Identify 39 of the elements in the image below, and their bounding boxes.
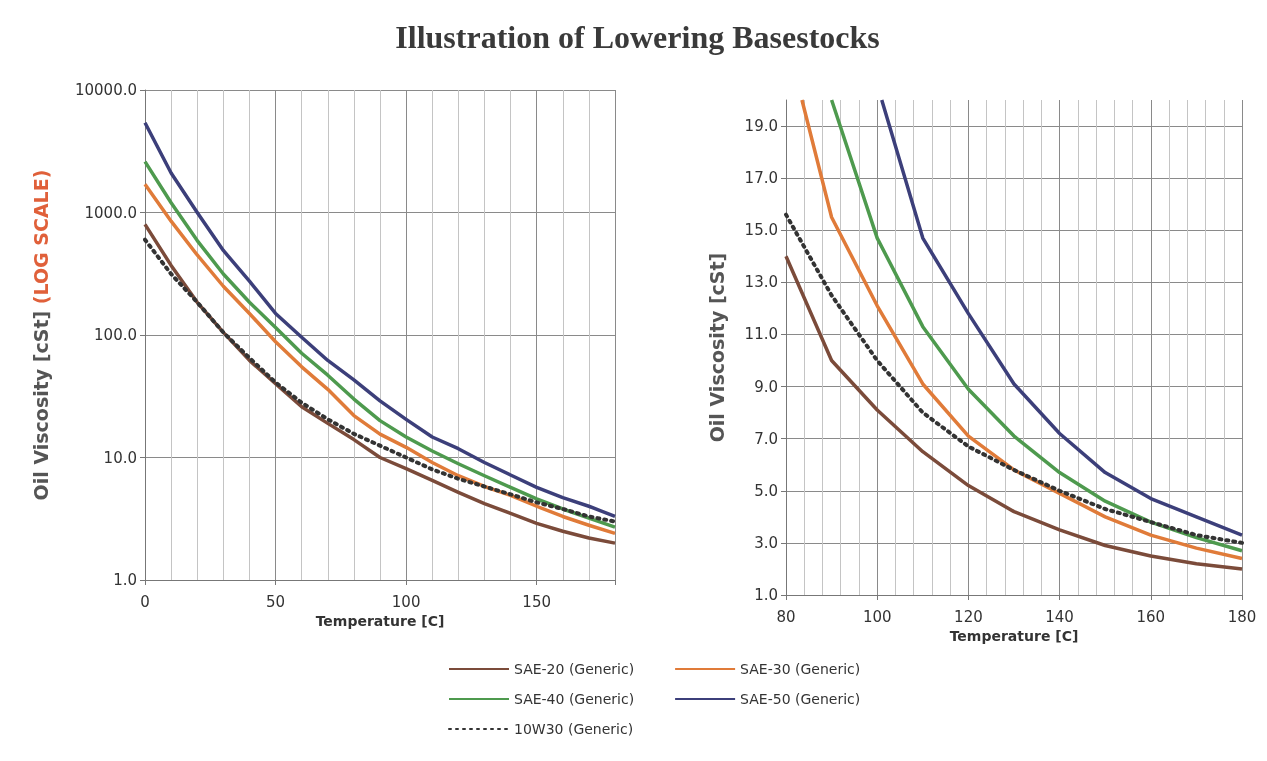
- y-tick-label: 19.0: [744, 117, 778, 136]
- chart-title: Illustration of Lowering Basestocks: [395, 19, 880, 55]
- y-tick-label: 9.0: [754, 377, 778, 396]
- y-tick-label: 7.0: [754, 429, 778, 448]
- y-tick-label: 1.0: [754, 586, 778, 604]
- y-tick-label: 11.0: [744, 325, 778, 344]
- x-tick-label: 150: [522, 592, 551, 611]
- y-axis-title: Oil Viscosity [cSt]: [29, 304, 52, 501]
- y-axis-title: Oil Viscosity [cSt]: [705, 252, 728, 443]
- y-tick-label: 100.0: [94, 326, 137, 344]
- y-tick-label: 13.0: [744, 273, 778, 292]
- legend-label: SAE-50 (Generic): [740, 691, 861, 707]
- x-axis-title: Temperature [C]: [949, 628, 1079, 644]
- y-tick-label: 1000.0: [84, 203, 137, 222]
- x-tick-label: 140: [1045, 607, 1074, 626]
- y-tick-label: 3.0: [754, 533, 778, 552]
- y-tick-label: 15.0: [744, 221, 778, 240]
- legend-label: 10W30 (Generic): [514, 721, 634, 737]
- legend-label: SAE-20 (Generic): [514, 661, 635, 677]
- line-series: [784, 254, 1244, 571]
- line-series: [880, 98, 1244, 537]
- x-tick-label: 100: [391, 592, 421, 611]
- y-tick-label: 10.0: [103, 448, 137, 467]
- y-tick-label: 1.0: [113, 571, 137, 589]
- x-tick-label: 80: [776, 607, 796, 626]
- x-tick-label: 160: [1136, 607, 1166, 626]
- y-tick-label: 10000.0: [74, 81, 137, 99]
- legend-label: SAE-30 (Generic): [740, 661, 861, 677]
- x-tick-label: 50: [266, 592, 286, 611]
- x-tick-label: 180: [1227, 607, 1257, 626]
- line-series: [784, 212, 1244, 545]
- x-tick-label: 0: [140, 592, 150, 611]
- x-tick-label: 120: [954, 607, 983, 626]
- x-axis-title: Temperature [C]: [315, 613, 445, 629]
- legend-label: SAE-40 (Generic): [514, 691, 635, 707]
- text: (LOG SCALE): [29, 169, 52, 305]
- y-tick-label: 17.0: [744, 169, 778, 188]
- y-tick-label: 5.0: [754, 481, 778, 500]
- x-tick-label: 100: [862, 607, 892, 626]
